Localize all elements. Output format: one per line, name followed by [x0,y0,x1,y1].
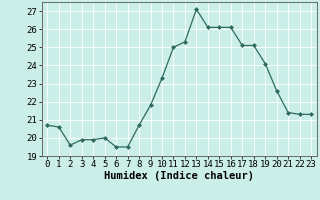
X-axis label: Humidex (Indice chaleur): Humidex (Indice chaleur) [104,171,254,181]
